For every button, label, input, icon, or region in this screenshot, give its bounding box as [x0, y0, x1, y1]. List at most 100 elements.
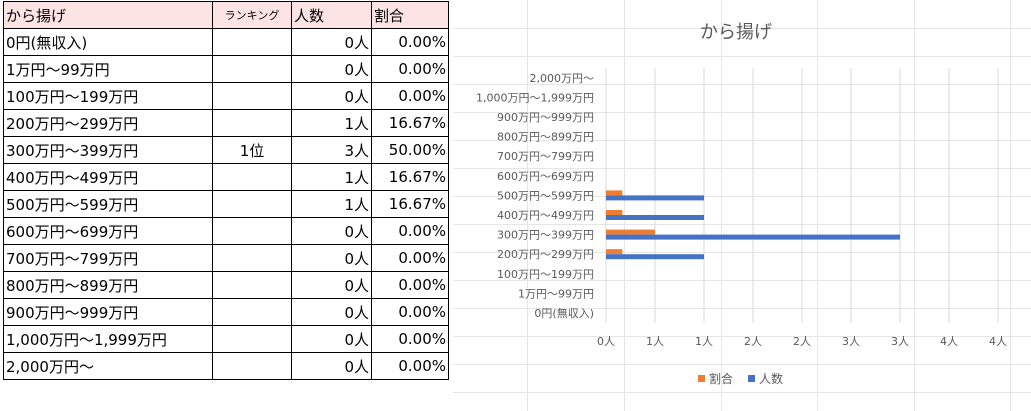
table-header-row: から揚げ ランキング 人数 割合 [3, 1, 449, 29]
bar-chart: から揚げ 0円(無収入) 1万円～99万円 100万円～199万円 200万円～299… [476, 22, 1007, 386]
cell-ranking[interactable]: 1位 [212, 136, 292, 164]
sheet-gridline [453, 392, 1031, 393]
cell-ranking[interactable] [212, 298, 292, 326]
cell-ratio[interactable]: 0.00% [371, 217, 449, 245]
category-label: 800万円～899万円 [497, 131, 594, 144]
cell-ratio[interactable]: 16.67% [371, 163, 449, 191]
legend-label: 割合 [709, 371, 733, 386]
cell-ranking[interactable] [212, 217, 292, 245]
x-tick-label: 2人 [744, 335, 762, 348]
cell-count[interactable]: 1人 [291, 190, 372, 218]
cell-category[interactable]: 500万円～599万円 [3, 190, 213, 218]
sheet-gridline [453, 140, 1031, 141]
cell-ranking[interactable] [212, 352, 292, 380]
cell-category[interactable]: 0円(無収入) [3, 28, 213, 56]
cell-ratio[interactable]: 0.00% [371, 244, 449, 272]
legend-swatch [748, 375, 755, 382]
sheet-gridlines [453, 0, 1031, 411]
cell-category[interactable]: 1,000万円～1,999万円 [3, 325, 213, 353]
header-category[interactable]: から揚げ [3, 1, 213, 29]
bars [606, 190, 900, 260]
cell-ratio[interactable]: 16.67% [371, 109, 449, 137]
cell-category[interactable]: 300万円～399万円 [3, 136, 213, 164]
cell-count[interactable]: 1人 [291, 109, 372, 137]
cell-ranking[interactable] [212, 244, 292, 272]
table-row: 700万円～799万円 0人 0.00% [3, 244, 449, 272]
cell-count[interactable]: 0人 [291, 55, 372, 83]
cell-count[interactable]: 0人 [291, 298, 372, 326]
cell-ratio[interactable]: 0.00% [371, 298, 449, 326]
sheet-gridline [721, 0, 722, 411]
cell-ratio[interactable]: 0.00% [371, 352, 449, 380]
cell-count[interactable]: 0人 [291, 325, 372, 353]
chart-area[interactable]: から揚げ 0円(無収入) 1万円～99万円 100万円～199万円 200万円～299… [453, 0, 1031, 411]
cell-category[interactable]: 1万円～99万円 [3, 55, 213, 83]
cell-ratio[interactable]: 0.00% [371, 55, 449, 83]
x-tick-label: 3人 [891, 335, 909, 348]
cell-ranking[interactable] [212, 190, 292, 218]
sheet-gridline [1010, 0, 1011, 411]
cell-count[interactable]: 0人 [291, 28, 372, 56]
header-count[interactable]: 人数 [291, 1, 372, 29]
cell-count[interactable]: 0人 [291, 217, 372, 245]
sheet-gridline [453, 336, 1031, 337]
cell-category[interactable]: 100万円～199万円 [3, 82, 213, 110]
category-label: 700万円～799万円 [497, 150, 594, 163]
table-row: 100万円～199万円 0人 0.00% [3, 82, 449, 110]
spreadsheet-table-area: から揚げ ランキング 人数 割合 0円(無収入) 0人 0.00% 1万円～99万円 0… [0, 0, 452, 411]
category-label: 0円(無収入) [534, 306, 594, 320]
cell-category[interactable]: 200万円～299万円 [3, 109, 213, 137]
table-row: 1,000万円～1,999万円 0人 0.00% [3, 325, 449, 353]
sheet-gridline [453, 28, 1031, 29]
sheet-gridline [453, 84, 1031, 85]
cell-ranking[interactable] [212, 28, 292, 56]
cell-ratio[interactable]: 0.00% [371, 82, 449, 110]
cell-count[interactable]: 3人 [291, 136, 372, 164]
legend: 割合 人数 [698, 371, 783, 386]
cell-category[interactable]: 400万円～499万円 [3, 163, 213, 191]
cell-count[interactable]: 0人 [291, 352, 372, 380]
x-tick-labels: 0人 1人 1人 2人 2人 3人 3人 4人 4人 [597, 335, 1007, 348]
header-ranking[interactable]: ランキング [212, 1, 292, 29]
cell-category[interactable]: 2,000万円～ [3, 352, 213, 380]
category-label: 1万円～99万円 [518, 287, 594, 300]
cell-category[interactable]: 800万円～899万円 [3, 271, 213, 299]
category-label: 300万円～399万円 [497, 229, 594, 242]
cell-ranking[interactable] [212, 325, 292, 353]
table-row: 600万円～699万円 0人 0.00% [3, 217, 449, 245]
category-label: 600万円～699万円 [497, 170, 594, 183]
income-table: から揚げ ランキング 人数 割合 0円(無収入) 0人 0.00% 1万円～99万円 0… [3, 1, 449, 380]
cell-ranking[interactable] [212, 109, 292, 137]
cell-ratio[interactable]: 16.67% [371, 190, 449, 218]
bar-ratio [606, 210, 623, 215]
cell-ranking[interactable] [212, 55, 292, 83]
category-label: 400万円～499万円 [497, 209, 594, 222]
legend-swatch [698, 375, 705, 382]
x-tick-label: 1人 [646, 335, 664, 348]
cell-ratio[interactable]: 0.00% [371, 325, 449, 353]
category-label: 1,000万円～1,999万円 [476, 91, 594, 104]
cell-count[interactable]: 0人 [291, 82, 372, 110]
table-row: 400万円～499万円 1人 16.67% [3, 163, 449, 191]
cell-count[interactable]: 1人 [291, 163, 372, 191]
table-row: 300万円～399万円 1位 3人 50.00% [3, 136, 449, 164]
category-label: 100万円～199万円 [497, 268, 594, 281]
sheet-gridline [453, 224, 1031, 225]
header-ratio[interactable]: 割合 [371, 1, 449, 29]
cell-ranking[interactable] [212, 82, 292, 110]
table-row: 500万円～599万円 1人 16.67% [3, 190, 449, 218]
cell-ranking[interactable] [212, 163, 292, 191]
cell-ratio[interactable]: 0.00% [371, 271, 449, 299]
cell-category[interactable]: 700万円～799万円 [3, 244, 213, 272]
cell-ratio[interactable]: 0.00% [371, 28, 449, 56]
cell-ranking[interactable] [212, 271, 292, 299]
cell-category[interactable]: 900万円～999万円 [3, 298, 213, 326]
sheet-gridline [453, 308, 1031, 309]
cell-count[interactable]: 0人 [291, 271, 372, 299]
category-label: 2,000万円～ [530, 72, 595, 85]
cell-category[interactable]: 600万円～699万円 [3, 217, 213, 245]
cell-count[interactable]: 0人 [291, 244, 372, 272]
sheet-gridline [624, 0, 625, 411]
category-labels: 0円(無収入) 1万円～99万円 100万円～199万円 200万円～299万円 300… [476, 72, 594, 320]
cell-ratio[interactable]: 50.00% [371, 136, 449, 164]
